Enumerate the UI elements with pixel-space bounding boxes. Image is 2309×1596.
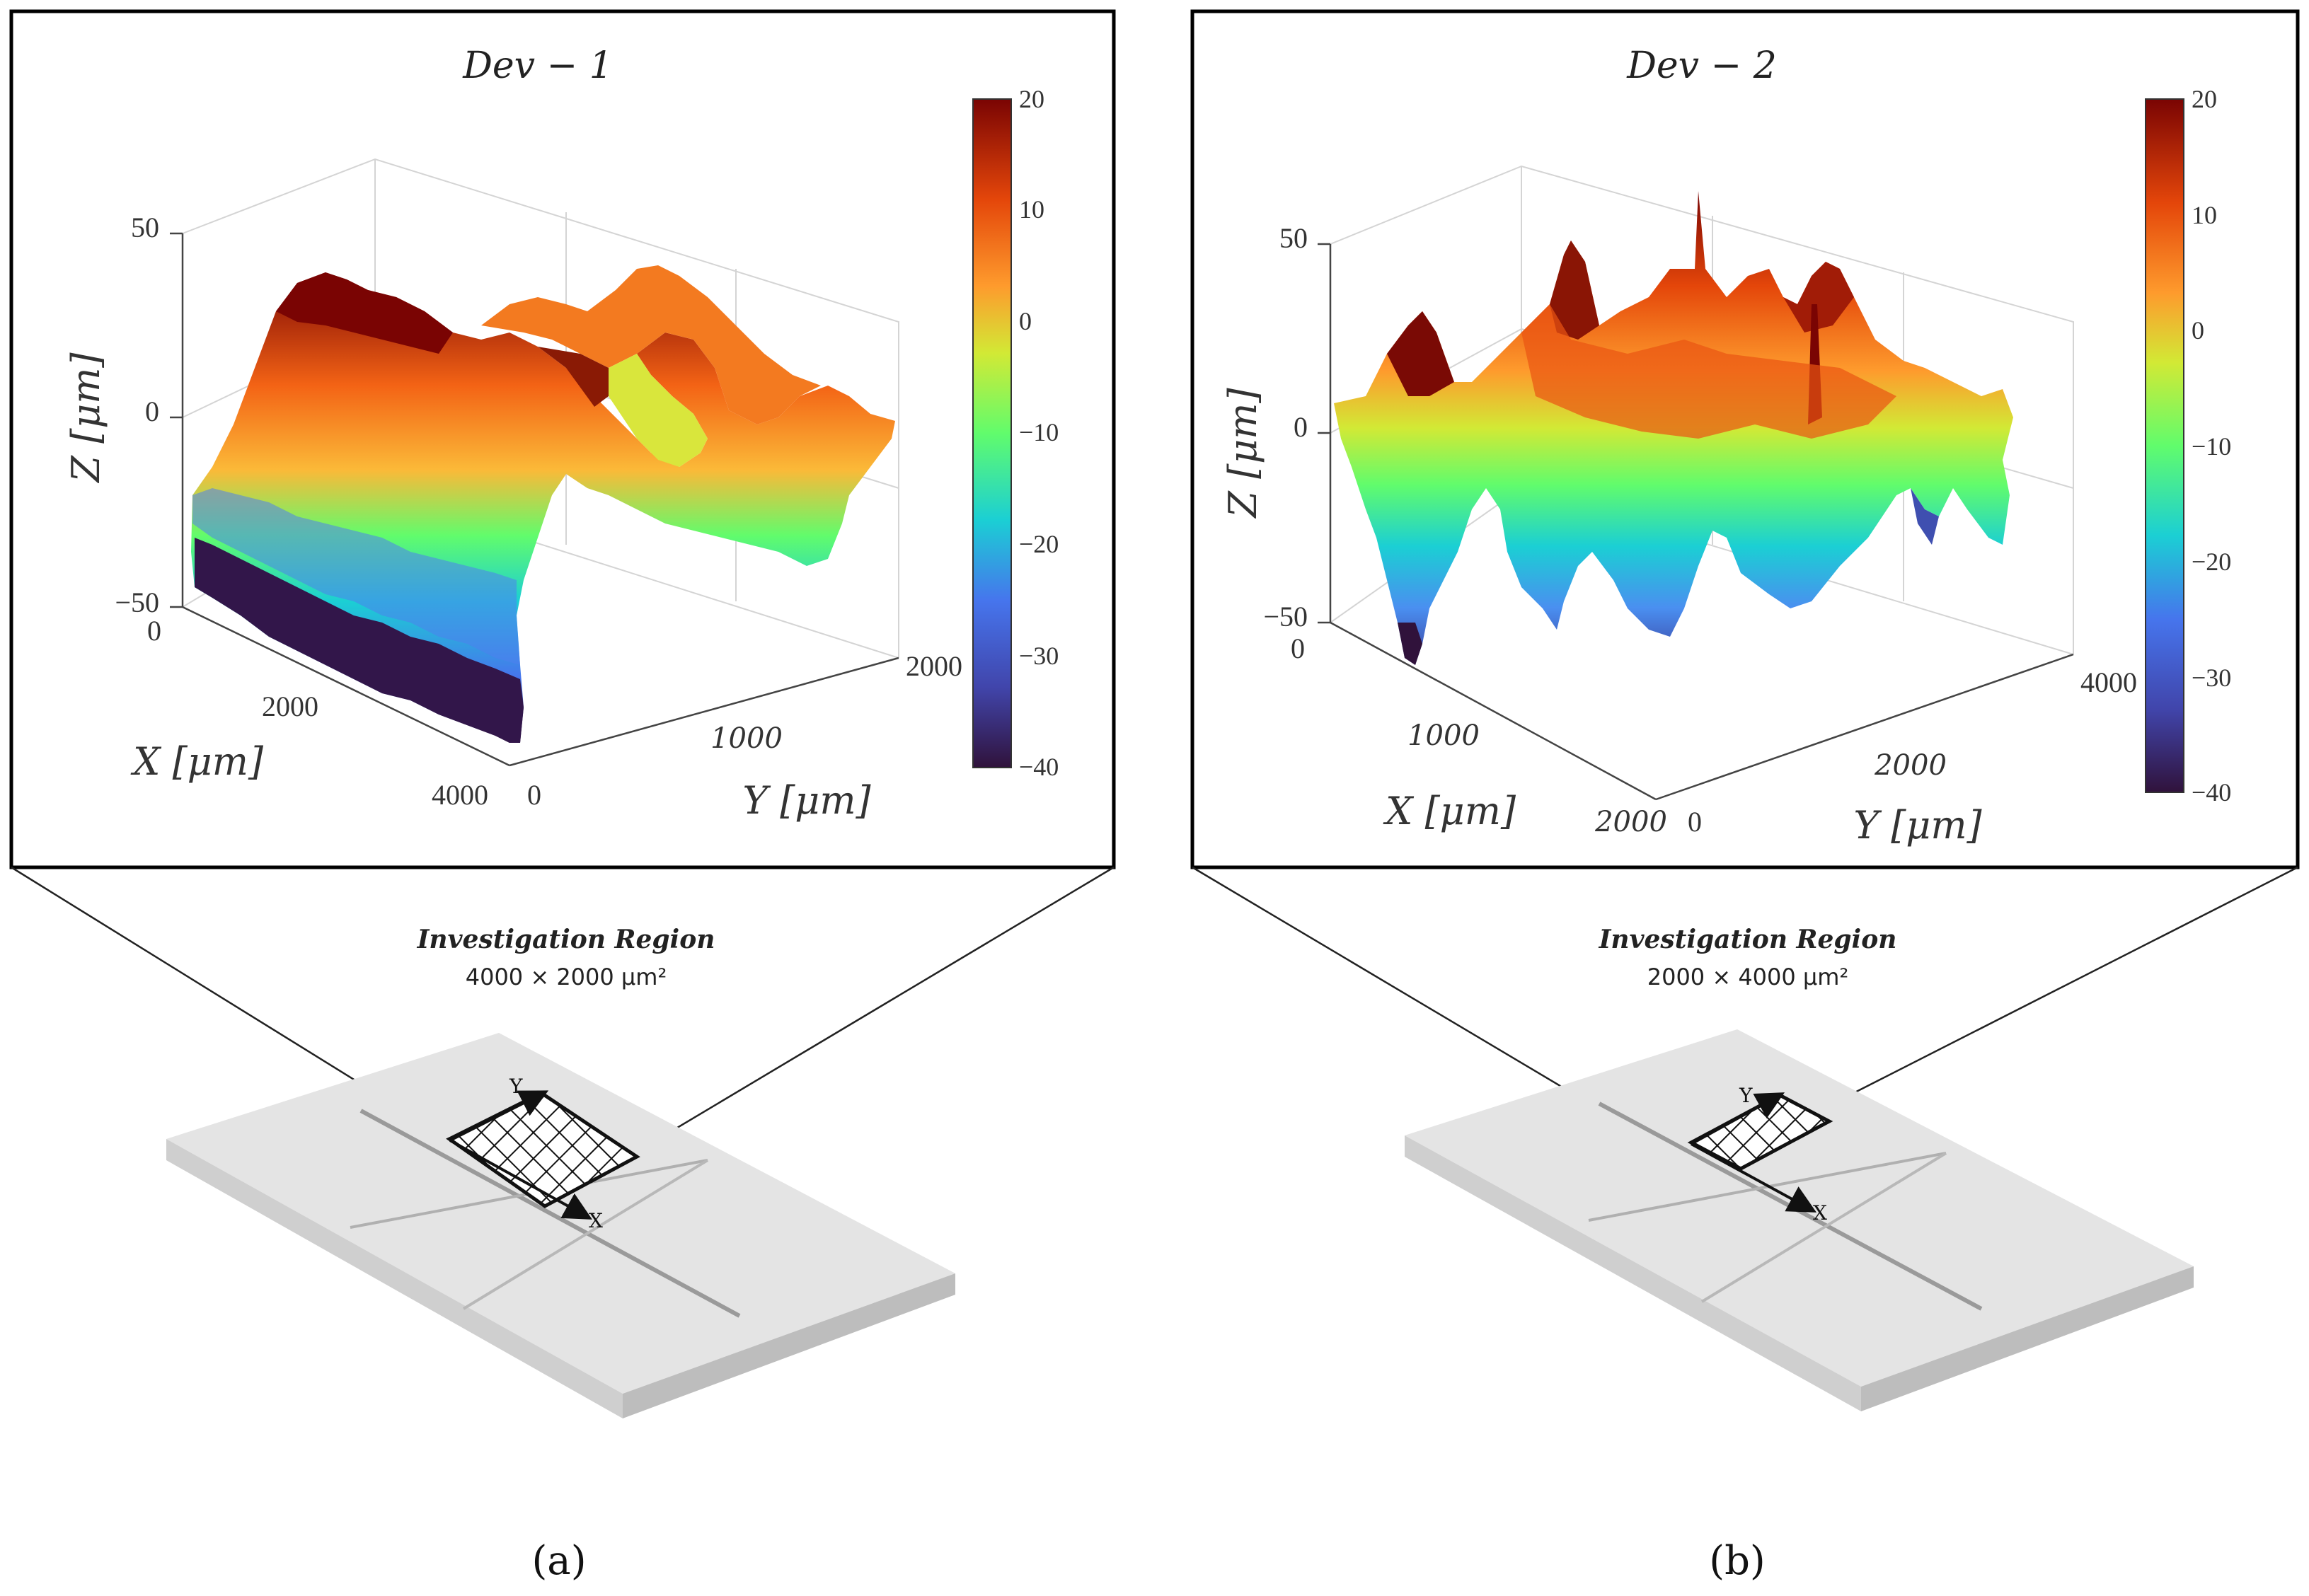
colorbar-tick: −30 <box>1019 642 1059 670</box>
panel-b: Dev − 2 50 0 −50 Z [μm] 0 1000 2000 X [μ… <box>1190 9 2300 1584</box>
panel-a-z-label: Z [μm] <box>64 352 108 484</box>
colorbar-tick: 0 <box>2192 316 2204 345</box>
panel-b-x-label: X [μm] <box>1383 789 1516 833</box>
z-tick-label: 0 <box>1294 411 1308 443</box>
panel-b-surface <box>1334 191 2013 665</box>
colorbar-tick: −40 <box>2192 778 2231 806</box>
z-tick-label: 50 <box>131 212 159 243</box>
colorbar-tick: −20 <box>2192 548 2231 576</box>
colorbar-tick: 0 <box>1019 307 1032 335</box>
panel-b-title: Dev − 2 <box>1626 45 1777 87</box>
colorbar-tick: −40 <box>1019 753 1059 781</box>
x-tick-label: 0 <box>1291 632 1305 664</box>
panel-b-region-size: 2000 × 4000 μm² <box>1647 964 1849 990</box>
callout-line <box>1832 866 2298 1105</box>
callout-line <box>622 866 1115 1162</box>
panel-b-colorbar-ticks: 20 10 0 −10 −20 −30 −40 <box>2192 85 2231 806</box>
panel-a: Dev − 1 50 0 −50 Z [μm] 0 2000 4000 X [μ… <box>9 9 1116 1584</box>
panel-a-surface <box>191 265 895 743</box>
z-tick-label: −50 <box>1263 601 1308 632</box>
panel-b-z-ticks: 50 0 −50 <box>1263 222 1308 632</box>
panel-a-x-ticks: 0 2000 4000 <box>147 615 488 811</box>
y-tick-label: 0 <box>1688 806 1702 838</box>
panel-a-x-label: X [μm] <box>130 739 264 784</box>
colorbar-tick: 10 <box>2192 201 2217 229</box>
panel-b-colorbar <box>2145 98 2184 793</box>
z-tick-label: 50 <box>1279 222 1308 254</box>
panel-b-y-label: Y [μm] <box>1853 803 1982 848</box>
panel-b-caption: (b) <box>1709 1538 1766 1584</box>
y-tick-label: 4000 <box>2080 666 2137 698</box>
panel-b-axis-lines <box>1318 243 2074 801</box>
colorbar-tick: 20 <box>1019 85 1044 113</box>
colorbar-tick: −10 <box>1019 418 1059 446</box>
x-tick-label: 4000 <box>432 779 488 811</box>
colorbar-tick: 10 <box>1019 195 1044 224</box>
axis-arrow-y-label: Y <box>1739 1084 1753 1107</box>
x-tick-label: 0 <box>147 615 161 647</box>
panel-b-y-ticks: 0 2000 4000 <box>1688 666 2137 838</box>
panel-b-z-label: Z [μm] <box>1221 388 1265 519</box>
axis-arrow-y-label: Y <box>509 1075 523 1098</box>
y-tick-label: 0 <box>527 779 541 811</box>
panel-a-y-label: Y [μm] <box>742 778 871 823</box>
axis-arrow-x-label: X <box>589 1209 603 1232</box>
panel-b-region-title: Investigation Region <box>1599 925 1897 954</box>
y-tick-label: 2000 <box>1874 749 1947 782</box>
z-tick-label: −50 <box>115 586 159 618</box>
x-tick-label: 1000 <box>1407 719 1480 752</box>
panel-a-caption: (a) <box>531 1538 586 1584</box>
y-tick-label: 2000 <box>906 650 962 682</box>
panel-a-colorbar-ticks: 20 10 0 −10 −20 −30 −40 <box>1019 85 1059 781</box>
colorbar-tick: −30 <box>2192 664 2231 692</box>
colorbar-tick: −20 <box>1019 530 1059 558</box>
panel-a-colorbar <box>972 98 1012 768</box>
x-tick-label: 2000 <box>262 690 318 722</box>
panel-b-x-ticks: 0 1000 2000 <box>1291 632 1667 838</box>
panel-a-region-title: Investigation Region <box>417 925 715 954</box>
panel-a-z-ticks: 50 0 −50 <box>115 212 159 618</box>
z-tick-label: 0 <box>145 395 159 427</box>
axis-arrow-x-label: X <box>1813 1201 1827 1225</box>
panel-a-title: Dev − 1 <box>462 45 613 87</box>
y-tick-label: 1000 <box>710 722 783 755</box>
panel-a-plate: Y X <box>166 1033 955 1418</box>
panel-b-plate: Y X <box>1405 1029 2194 1411</box>
panel-a-axis-lines <box>170 232 899 767</box>
panel-a-y-ticks: 0 1000 2000 <box>527 650 962 811</box>
colorbar-tick: 20 <box>2192 85 2217 113</box>
panel-a-region-size: 4000 × 2000 μm² <box>466 964 667 990</box>
colorbar-tick: −10 <box>2192 432 2231 461</box>
x-tick-label: 2000 <box>1594 806 1667 838</box>
